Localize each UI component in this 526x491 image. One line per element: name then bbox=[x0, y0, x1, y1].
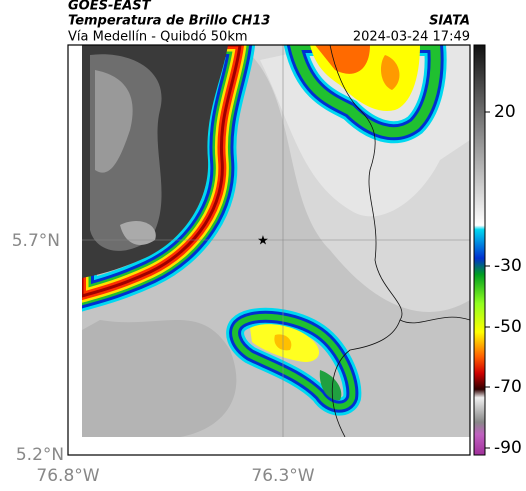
colorbar-tick-label: -70 bbox=[494, 377, 522, 397]
datetime: 2024-03-24 17:49 bbox=[353, 30, 470, 45]
lat-label: 5.7°N bbox=[12, 231, 60, 251]
map-frame bbox=[67, 44, 471, 456]
cloud-south bbox=[235, 317, 352, 407]
subtitle: Vía Medellín - Quibdó 50km bbox=[68, 30, 248, 45]
title: Temperatura de Brillo CH13 bbox=[68, 14, 270, 29]
colorbar-tick-label: 20 bbox=[494, 102, 516, 122]
cloud-west bbox=[82, 45, 240, 296]
colorbar-tick-label: -90 bbox=[494, 438, 522, 458]
colorbar bbox=[473, 44, 486, 456]
lat-label: 5.2°N bbox=[16, 445, 64, 465]
source: SIATA bbox=[429, 14, 470, 29]
colorbar-tick-label: -30 bbox=[494, 256, 522, 276]
cloud-northeast bbox=[295, 45, 436, 132]
lon-label: 76.3°W bbox=[251, 466, 314, 486]
lon-label: 76.8°W bbox=[36, 466, 99, 486]
colorbar-ticks: 20 -30 -50 -70 -90 bbox=[485, 102, 522, 458]
svg-text:★: ★ bbox=[257, 234, 269, 249]
satellite: GOES-EAST bbox=[68, 0, 152, 14]
map-image: ★ bbox=[82, 45, 470, 437]
colorbar-tick-label: -50 bbox=[494, 317, 522, 337]
